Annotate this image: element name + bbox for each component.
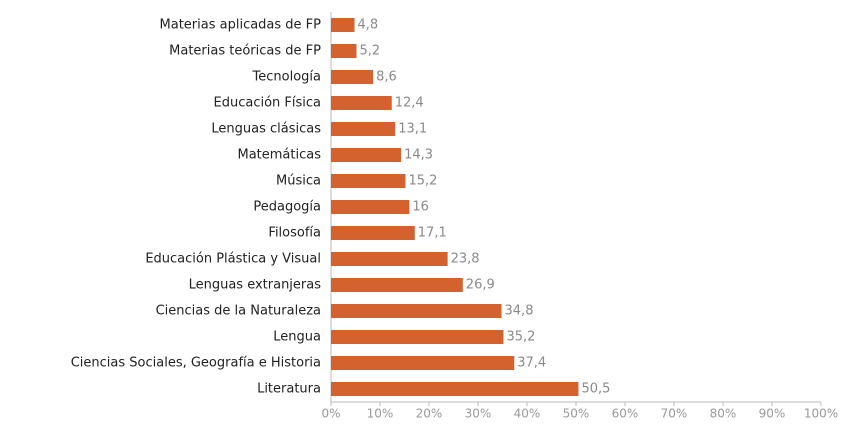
x-tick-label: 0%: [321, 407, 340, 421]
bar: [331, 148, 402, 162]
x-tick-label: 90%: [759, 407, 786, 421]
bar: [331, 70, 374, 84]
value-label: 34,8: [505, 304, 534, 319]
bar: [331, 96, 392, 110]
value-label: 16: [412, 200, 429, 215]
bar: [331, 44, 357, 58]
value-label: 5,2: [359, 44, 380, 59]
category-label: Lengua: [273, 330, 321, 345]
category-label: Materias teóricas de FP: [169, 44, 321, 59]
value-label: 4,8: [358, 18, 379, 33]
x-tick-label: 40%: [514, 407, 541, 421]
x-tick-label: 50%: [563, 407, 590, 421]
bar: [331, 226, 415, 240]
category-label: Ciencias de la Naturaleza: [156, 304, 321, 319]
value-label: 37,4: [517, 356, 546, 371]
category-label: Música: [276, 174, 321, 189]
x-tick-label: 30%: [465, 407, 492, 421]
category-label: Educación Física: [214, 96, 322, 111]
value-label: 14,3: [404, 148, 433, 163]
bar: [331, 304, 502, 318]
category-label: Ciencias Sociales, Geografía e Historia: [71, 356, 321, 371]
bar: [331, 356, 515, 370]
value-label: 26,9: [466, 278, 495, 293]
category-label: Educación Plástica y Visual: [145, 252, 321, 267]
category-label: Tecnología: [252, 70, 321, 85]
bar: [331, 200, 410, 214]
x-tick-label: 100%: [804, 407, 838, 421]
value-label: 13,1: [398, 122, 427, 137]
category-label: Pedagogía: [253, 200, 321, 215]
value-label: 35,2: [506, 330, 535, 345]
x-tick-label: 60%: [612, 407, 639, 421]
category-label: Lenguas extranjeras: [189, 278, 322, 293]
value-label: 17,1: [418, 226, 447, 241]
category-label: Materias aplicadas de FP: [160, 18, 322, 33]
category-label: Matemáticas: [237, 148, 321, 163]
bar: [331, 252, 448, 266]
value-label: 23,8: [451, 252, 480, 267]
category-label: Literatura: [257, 382, 321, 397]
category-label: Filosofía: [268, 226, 321, 241]
bar: [331, 382, 579, 396]
x-tick-label: 70%: [661, 407, 688, 421]
bar: [331, 18, 355, 32]
bar: [331, 278, 463, 292]
x-tick-label: 80%: [710, 407, 737, 421]
bar: [331, 330, 504, 344]
bar: [331, 122, 396, 136]
x-tick-label: 20%: [416, 407, 443, 421]
category-label: Lenguas clásicas: [211, 122, 321, 137]
x-tick-label: 10%: [367, 407, 394, 421]
value-label: 15,2: [408, 174, 437, 189]
value-label: 8,6: [376, 70, 397, 85]
bar: [331, 174, 406, 188]
value-label: 50,5: [581, 382, 610, 397]
value-label: 12,4: [395, 96, 424, 111]
